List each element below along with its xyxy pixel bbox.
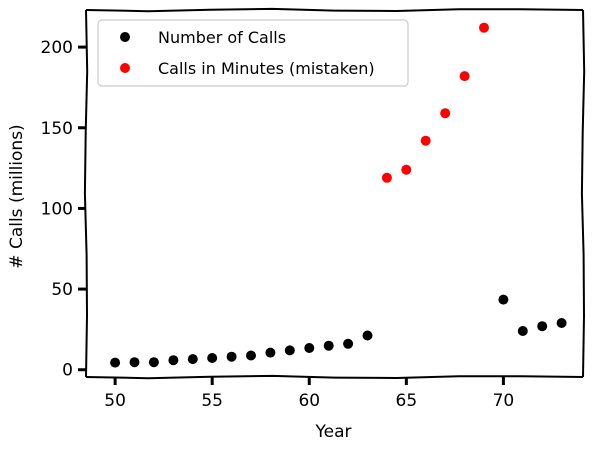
- data-point-series-1: [265, 347, 276, 358]
- legend-marker: [120, 63, 130, 73]
- x-tick-label: 65: [396, 391, 418, 411]
- frame-left: [83, 9, 89, 378]
- data-point-series-1: [207, 353, 218, 363]
- frame-right: [580, 9, 586, 378]
- legend-label: Calls in Minutes (mistaken): [158, 59, 375, 78]
- data-point-series-1: [362, 330, 373, 341]
- x-tick-label: 60: [298, 391, 320, 411]
- data-point-series-2: [401, 164, 412, 175]
- data-point-series-1: [343, 338, 354, 349]
- data-point-series-1: [537, 321, 548, 332]
- data-point-series-1: [323, 340, 334, 351]
- x-tick-label: 55: [201, 391, 223, 411]
- data-point-series-2: [381, 172, 392, 183]
- data-point-series-1: [246, 350, 256, 361]
- data-point-series-2: [420, 135, 431, 146]
- x-axis-title: Year: [315, 422, 352, 442]
- legend: Number of Calls Calls in Minutes (mistake…: [97, 19, 409, 87]
- legend-box: [97, 19, 409, 87]
- data-point-series-1: [110, 357, 121, 368]
- data-point-series-2: [440, 108, 451, 119]
- y-tick-label: 50: [51, 280, 73, 300]
- frame-top: [85, 7, 584, 13]
- data-point-series-1: [284, 345, 295, 356]
- data-point-series-1: [498, 294, 509, 305]
- data-point-series-1: [129, 357, 140, 368]
- plot-frame: [83, 7, 586, 380]
- legend-marker: [120, 32, 130, 42]
- y-axis-title: # Calls (millions): [7, 124, 27, 268]
- x-tick-label: 50: [104, 391, 126, 411]
- data-point-series-1: [556, 318, 567, 328]
- ticks: 50 55 60 65 70 0 50 100 150 200: [41, 38, 515, 411]
- y-tick-label: 100: [41, 199, 73, 219]
- data-point-series-1: [304, 343, 315, 353]
- data-point-series-1: [168, 355, 179, 366]
- y-tick-label: 200: [41, 38, 73, 58]
- y-tick-label: 0: [62, 361, 73, 381]
- data-point-series-1: [148, 357, 159, 368]
- y-tick-label: 150: [41, 119, 73, 139]
- points: [110, 22, 567, 368]
- axis-titles: Year # Calls (millions): [7, 124, 352, 442]
- data-point-series-2: [479, 22, 489, 33]
- data-point-series-2: [459, 71, 470, 82]
- legend-label: Number of Calls: [158, 28, 286, 47]
- frame-bottom: [85, 374, 584, 380]
- data-point-series-1: [226, 351, 237, 362]
- x-tick-label: 70: [493, 391, 515, 411]
- data-point-series-1: [187, 354, 198, 365]
- data-point-series-1: [517, 326, 528, 336]
